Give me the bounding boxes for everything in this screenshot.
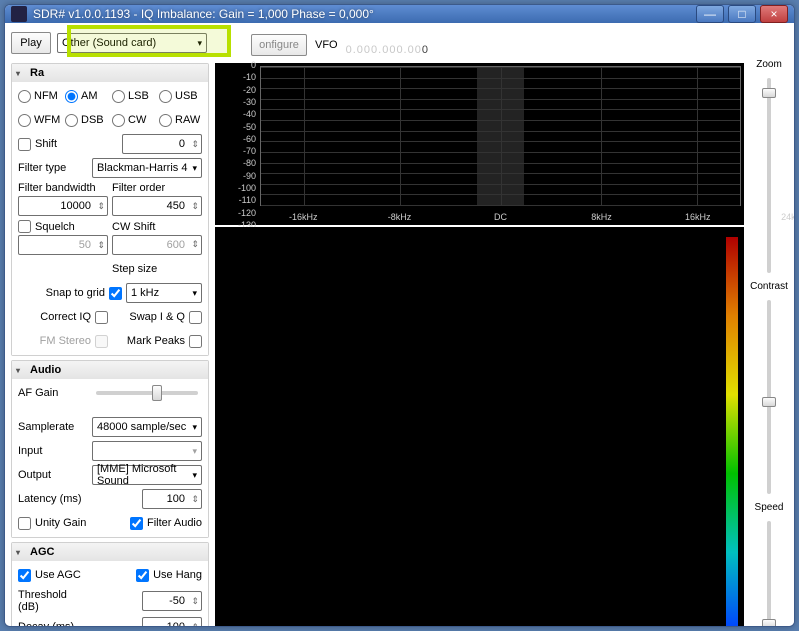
window-title: SDR# v1.0.0.1193 - IQ Imbalance: Gain = …: [33, 7, 696, 21]
contrast-label: Contrast: [750, 281, 788, 292]
waterfall-gradient: [726, 237, 738, 627]
close-button[interactable]: ×: [760, 5, 788, 23]
play-button[interactable]: Play: [11, 32, 51, 54]
waterfall-display[interactable]: [215, 227, 744, 627]
input-select[interactable]: [92, 441, 202, 461]
usehang-label: Use Hang: [153, 569, 202, 581]
latency-input[interactable]: 100: [142, 489, 202, 509]
output-select[interactable]: [MME] Microsoft Sound: [92, 465, 202, 485]
configure-button[interactable]: onfigure: [251, 34, 307, 56]
correctiq-label: Correct IQ: [18, 311, 91, 323]
mode-raw[interactable]: RAW: [159, 114, 202, 127]
vfo-label: VFO: [315, 39, 338, 51]
snap-checkbox[interactable]: [109, 287, 122, 300]
speed-label: Speed: [755, 502, 784, 513]
input-label: Input: [18, 445, 88, 457]
swapiq-label: Swap I & Q: [112, 311, 185, 323]
unitygain-label: Unity Gain: [35, 517, 86, 529]
output-label: Output: [18, 469, 88, 481]
app-window: SDR# v1.0.0.1193 - IQ Imbalance: Gain = …: [4, 4, 795, 627]
decay-input[interactable]: 100: [142, 617, 202, 627]
mode-lsb[interactable]: LSB: [112, 90, 155, 103]
center-panel: onfigure VFO 0.000.000.000 0-10-20-30-40…: [215, 29, 744, 627]
shift-label: Shift: [35, 138, 57, 150]
zoom-label: Zoom: [756, 59, 782, 70]
mode-am[interactable]: AM: [65, 90, 108, 103]
mode-dsb[interactable]: DSB: [65, 114, 108, 127]
squelch-label: Squelch: [35, 221, 75, 233]
audio-header[interactable]: Audio: [12, 361, 208, 379]
threshold-input[interactable]: -50: [142, 591, 202, 611]
correctiq-checkbox[interactable]: [95, 311, 108, 324]
filteraudio-label: Filter Audio: [147, 517, 202, 529]
useagc-label: Use AGC: [35, 569, 81, 581]
agc-group: AGC Use AGC Use Hang Threshold (dB) -50 D…: [11, 542, 209, 627]
zoom-slider[interactable]: [767, 78, 771, 273]
agc-header[interactable]: AGC: [12, 543, 208, 561]
maximize-button[interactable]: □: [728, 5, 756, 23]
threshold-label: Threshold (dB): [18, 589, 88, 613]
left-panel: Play Other (Sound card) Ra NFM AM LSB USB W…: [11, 29, 209, 627]
samplerate-label: Samplerate: [18, 421, 88, 433]
source-select[interactable]: Other (Sound card): [57, 33, 207, 53]
right-panel: Zoom Contrast Speed: [750, 29, 788, 627]
vfo-display[interactable]: 0.000.000.000: [346, 30, 429, 60]
stepsize-select[interactable]: 1 kHz: [126, 283, 202, 303]
minimize-button[interactable]: —: [696, 5, 724, 23]
cwshift-label: CW Shift: [112, 221, 202, 233]
filter-type-label: Filter type: [18, 162, 88, 174]
radio-header[interactable]: Ra: [12, 64, 208, 82]
useagc-checkbox[interactable]: [18, 569, 31, 582]
shift-value[interactable]: 0: [122, 134, 202, 154]
fmstereo-checkbox: [95, 335, 108, 348]
markpeaks-label: Mark Peaks: [112, 335, 185, 347]
bandwidth-input[interactable]: 10000: [18, 196, 108, 216]
bandwidth-label: Filter bandwidth: [18, 182, 108, 194]
audio-group: Audio AF Gain Samplerate 48000 sample/sec…: [11, 360, 209, 538]
cwshift-input: 600: [112, 235, 202, 255]
filter-order-input[interactable]: 450: [112, 196, 202, 216]
snap-label: Snap to grid: [18, 287, 105, 299]
unitygain-checkbox[interactable]: [18, 517, 31, 530]
contrast-slider[interactable]: [767, 300, 771, 495]
decay-label: Decay (ms): [18, 621, 88, 627]
source-value: Other (Sound card): [62, 37, 156, 49]
afgain-label: AF Gain: [18, 387, 88, 399]
mode-wfm[interactable]: WFM: [18, 114, 61, 127]
filter-type-select[interactable]: Blackman-Harris 4: [92, 158, 202, 178]
squelch-checkbox[interactable]: [18, 220, 31, 233]
mode-cw[interactable]: CW: [112, 114, 155, 127]
mode-usb[interactable]: USB: [159, 90, 202, 103]
speed-slider[interactable]: [767, 521, 771, 627]
stepsize-label: Step size: [112, 263, 202, 275]
squelch-input: 50: [18, 235, 108, 255]
mode-row-1: NFM AM LSB USB: [18, 86, 202, 106]
radio-group: Ra NFM AM LSB USB WFM DSB CW RAW Shift 0 Filte…: [11, 63, 209, 356]
markpeaks-checkbox[interactable]: [189, 335, 202, 348]
mode-nfm[interactable]: NFM: [18, 90, 61, 103]
afgain-slider[interactable]: [96, 391, 198, 395]
usehang-checkbox[interactable]: [136, 569, 149, 582]
swapiq-checkbox[interactable]: [189, 311, 202, 324]
fmstereo-label: FM Stereo: [18, 335, 91, 347]
samplerate-select[interactable]: 48000 sample/sec: [92, 417, 202, 437]
titlebar[interactable]: SDR# v1.0.0.1193 - IQ Imbalance: Gain = …: [5, 5, 794, 23]
latency-label: Latency (ms): [18, 493, 88, 505]
spectrum-analyzer[interactable]: 0-10-20-30-40-50-60-70-80-90-100-110-120…: [215, 63, 744, 225]
mode-row-2: WFM DSB CW RAW: [18, 110, 202, 130]
client-area: Play Other (Sound card) Ra NFM AM LSB USB W…: [5, 23, 794, 627]
shift-checkbox[interactable]: [18, 138, 31, 151]
app-icon: [11, 6, 27, 22]
filter-order-label: Filter order: [112, 182, 202, 194]
filteraudio-checkbox[interactable]: [130, 517, 143, 530]
